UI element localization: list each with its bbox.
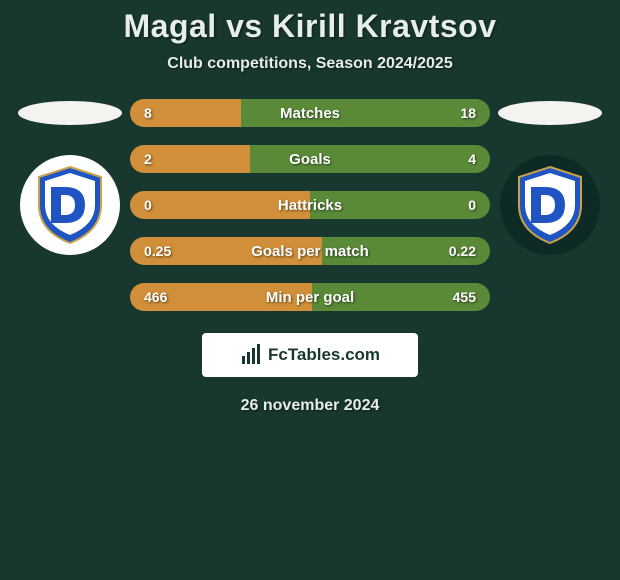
player-right-column [498, 99, 602, 255]
stat-left-value: 466 [144, 289, 167, 305]
bar-chart-icon [240, 344, 262, 366]
main-row: 8 Matches 18 2 Goals 4 0 Hattricks 0 0.25 Goals pe… [0, 99, 620, 311]
dinamo-shield-icon [515, 165, 585, 245]
brand-watermark: FcTables.com [202, 333, 418, 377]
player-right-avatar [498, 101, 602, 125]
stat-right-value: 18 [460, 105, 476, 121]
player-left-avatar [18, 101, 122, 125]
stat-bar: 2 Goals 4 [130, 145, 490, 173]
stat-right-value: 4 [468, 151, 476, 167]
stat-bar: 466 Min per goal 455 [130, 283, 490, 311]
player-left-column [18, 99, 122, 255]
stat-label: Goals per match [251, 243, 369, 260]
stat-label: Goals [289, 151, 331, 168]
stat-label: Hattricks [278, 197, 342, 214]
comparison-card: Magal vs Kirill Kravtsov Club competitio… [0, 0, 620, 415]
brand-text: FcTables.com [268, 345, 380, 365]
stat-left-value: 0.25 [144, 243, 171, 259]
stat-left-value: 2 [144, 151, 152, 167]
date-label: 26 november 2024 [0, 397, 620, 415]
stat-right-value: 0.22 [449, 243, 476, 259]
stat-bar: 8 Matches 18 [130, 99, 490, 127]
stat-label: Matches [280, 105, 340, 122]
player-right-club-badge [500, 155, 600, 255]
stat-left-value: 0 [144, 197, 152, 213]
stats-column: 8 Matches 18 2 Goals 4 0 Hattricks 0 0.25 Goals pe… [130, 99, 490, 311]
stat-bar: 0.25 Goals per match 0.22 [130, 237, 490, 265]
stat-label: Min per goal [266, 289, 354, 306]
stat-right-value: 0 [468, 197, 476, 213]
stat-left-value: 8 [144, 105, 152, 121]
player-left-club-badge [20, 155, 120, 255]
stat-right-value: 455 [453, 289, 476, 305]
subtitle: Club competitions, Season 2024/2025 [0, 55, 620, 73]
stat-bar: 0 Hattricks 0 [130, 191, 490, 219]
dinamo-shield-icon [35, 165, 105, 245]
page-title: Magal vs Kirill Kravtsov [0, 8, 620, 45]
